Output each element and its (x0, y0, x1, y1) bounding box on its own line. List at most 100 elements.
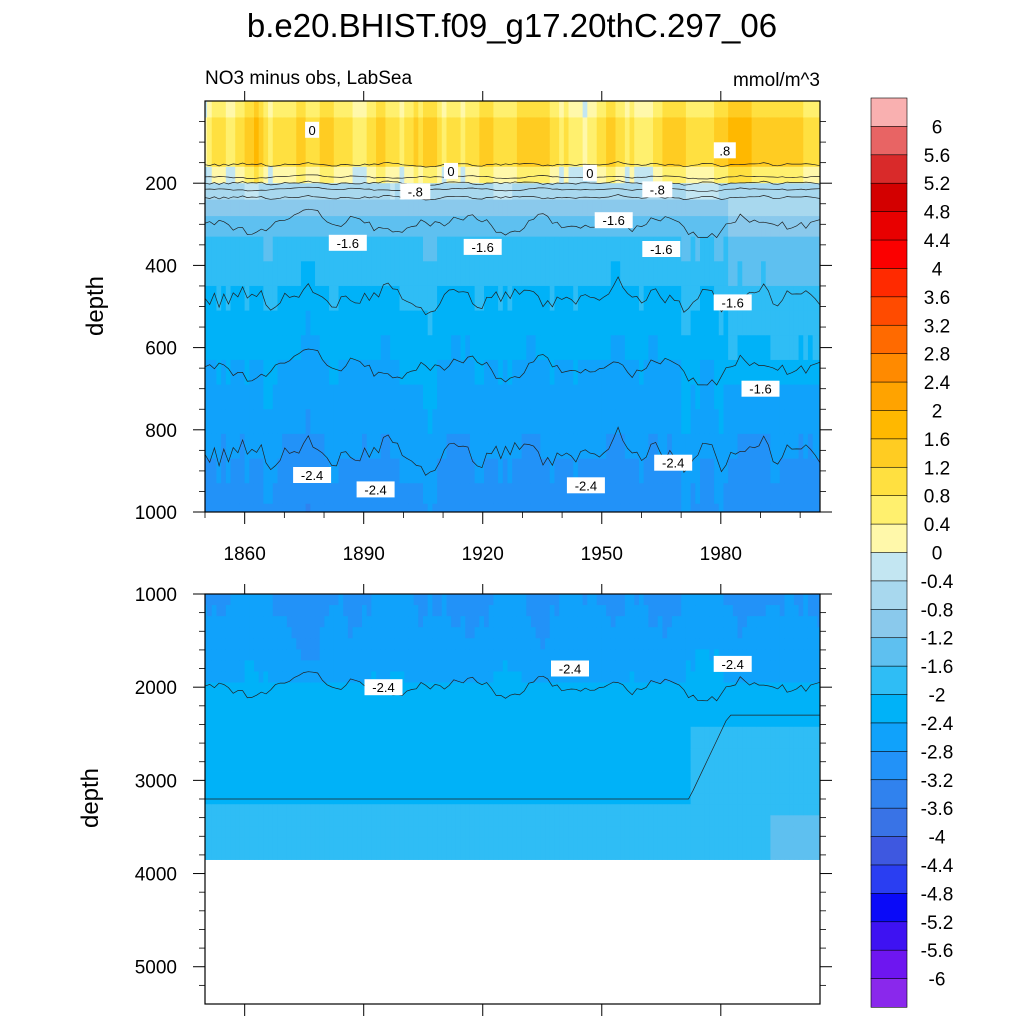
upper-field-cell (329, 216, 335, 238)
upper-field-cell (338, 483, 344, 505)
upper-field-cell (709, 433, 715, 459)
upper-field-cell (352, 359, 358, 385)
lower-field-cell (253, 605, 260, 617)
lower-field-cell (413, 638, 419, 650)
lower-field-cell (244, 737, 250, 750)
lower-field-cell (451, 715, 457, 728)
upper-field-cell (545, 335, 551, 361)
lower-field-cell (427, 638, 433, 650)
upper-field-cell (300, 433, 307, 459)
upper-field-cell (728, 117, 734, 135)
upper-field-cell (530, 409, 537, 435)
lower-field-cell (361, 837, 368, 849)
upper-field-cell (465, 150, 471, 168)
lower-field-cell (465, 804, 471, 816)
upper-field-cell (272, 384, 279, 410)
lower-field-cell (216, 605, 222, 617)
upper-field-cell (451, 261, 457, 287)
lower-field-cell (268, 737, 274, 750)
lower-field-cell (484, 682, 490, 694)
lower-field-cell (606, 616, 612, 628)
upper-field-cell (380, 133, 387, 151)
upper-field-cell (469, 483, 476, 505)
upper-field-cell (291, 335, 297, 361)
lower-field-cell (530, 605, 537, 617)
upper-field-cell (371, 166, 377, 184)
lower-field-cell (216, 649, 222, 661)
lower-field-cell (484, 660, 490, 672)
upper-field-cell (310, 503, 316, 512)
upper-field-cell (592, 359, 598, 385)
upper-field-cell (413, 359, 419, 385)
upper-field-cell (361, 183, 368, 201)
upper-field-cell (366, 133, 372, 151)
lower-field-cell (460, 605, 466, 617)
lower-field-cell (315, 671, 321, 683)
lower-field-cell (333, 837, 340, 849)
lower-field-cell (310, 627, 316, 639)
upper-field-cell (667, 133, 673, 151)
upper-field-cell (807, 183, 814, 201)
upper-field-cell (709, 117, 715, 135)
upper-field-cell (521, 261, 527, 287)
upper-field-cell (211, 261, 218, 287)
upper-field-cell (460, 117, 466, 135)
lower-field-cell (587, 837, 593, 849)
lower-field-cell (390, 660, 396, 672)
upper-field-cell (249, 409, 255, 435)
lower-field-cell (455, 826, 462, 838)
upper-field-cell (366, 166, 372, 184)
lower-field-cell (221, 616, 227, 628)
upper-field-cell (413, 384, 419, 410)
lower-field-cell (521, 704, 527, 717)
lower-field-cell (394, 627, 401, 639)
lower-field-cell (530, 704, 537, 717)
lower-field-cell (507, 782, 513, 794)
upper-field-cell (455, 285, 462, 312)
lower-field-cell (315, 616, 321, 628)
lower-field-cell (413, 726, 419, 739)
lower-field-cell (521, 605, 527, 617)
upper-field-cell (793, 433, 800, 459)
lower-field-cell (235, 627, 241, 639)
upper-field-cell (235, 503, 241, 512)
upper-field-cell (775, 166, 781, 184)
upper-field-cell (380, 359, 387, 385)
upper-field-cell (305, 183, 311, 201)
upper-field-cell (723, 150, 729, 168)
upper-field-cell (399, 384, 405, 410)
upper-field-cell (526, 483, 532, 505)
lower-field-cell (423, 704, 429, 717)
upper-field-cell (498, 133, 504, 151)
lower-field-cell (596, 782, 602, 794)
upper-field-cell (798, 503, 804, 512)
lower-field-cell (207, 660, 213, 672)
upper-field-cell (549, 285, 556, 312)
upper-field-cell (338, 335, 344, 361)
lower-field-cell (286, 660, 293, 672)
upper-field-cell (554, 216, 560, 238)
upper-field-cell (376, 150, 382, 168)
lower-field-cell (620, 704, 626, 717)
upper-field-cell (423, 310, 429, 336)
lower-field-cell (587, 638, 593, 650)
lower-field-cell (549, 837, 556, 849)
lower-field-cell (324, 826, 330, 838)
lower-field-cell (221, 682, 227, 694)
lower-field-cell (399, 737, 405, 750)
lower-field-cell (253, 782, 260, 794)
lower-field-cell (474, 759, 480, 772)
lower-field-cell (451, 638, 457, 650)
lower-field-cell (310, 660, 316, 672)
upper-field-cell (530, 458, 537, 484)
upper-field-cell (737, 409, 743, 435)
upper-field-cell (446, 310, 452, 336)
upper-field-cell (329, 503, 335, 512)
lower-field-cell (423, 682, 429, 694)
lower-field-cell (465, 616, 471, 628)
upper-field-cell (606, 183, 612, 201)
upper-field-cell (315, 133, 321, 151)
lower-field-cell (484, 616, 490, 628)
lower-field-cell (221, 638, 227, 650)
lower-field-cell (441, 815, 448, 827)
